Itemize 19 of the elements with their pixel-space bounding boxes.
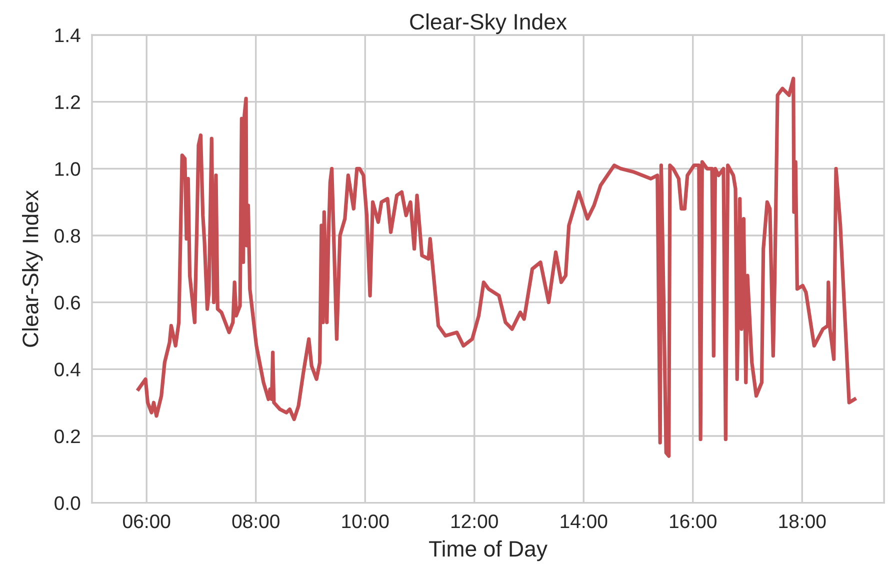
x-tick-label: 16:00: [670, 514, 716, 528]
x-tick-label: 18:00: [779, 514, 826, 528]
x-axis-title: Time of Day: [429, 540, 548, 562]
chart-title: Clear-Sky Index: [410, 13, 567, 34]
x-tick-label: 12:00: [452, 514, 498, 528]
y-tick-label: 1.4: [55, 28, 80, 42]
y-tick-label: 1.2: [55, 95, 80, 109]
x-tick-label: 10:00: [342, 514, 389, 528]
x-tick-label: 14:00: [560, 514, 608, 528]
x-tick-label: 08:00: [232, 514, 280, 528]
y-axis-title: Clear-Sky Index: [22, 190, 43, 347]
y-tick-label: 0.2: [54, 429, 80, 444]
line-series: [136, 76, 856, 458]
x-tick-label: 06:00: [123, 514, 170, 528]
y-tick-label: 1.0: [55, 162, 80, 176]
y-tick-label: 0.6: [54, 296, 80, 310]
y-tick-label: 0.4: [54, 362, 80, 376]
y-tick-label: 0.0: [54, 496, 80, 510]
y-tick-label: 0.8: [54, 228, 80, 243]
